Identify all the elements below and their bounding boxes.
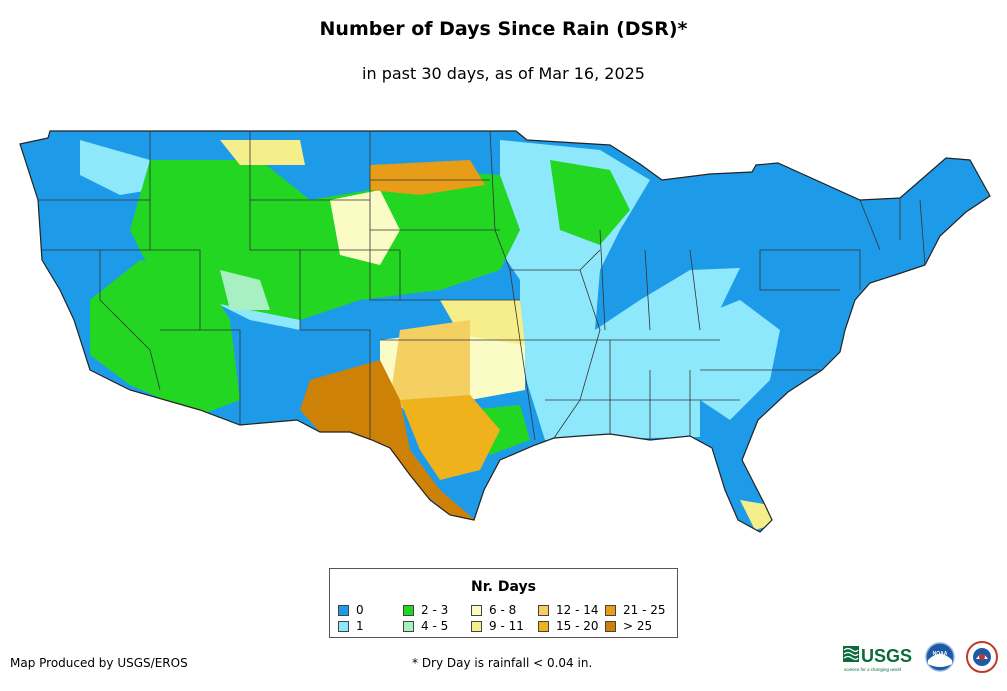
dsr-zone-9-11-days-montana [220, 140, 305, 165]
nws-logo [966, 641, 998, 673]
dsr-zone-over-25-days-texas [300, 360, 475, 520]
legend-swatch [471, 621, 482, 632]
svg-text:NOAA: NOAA [933, 651, 948, 657]
legend-swatch [338, 621, 349, 632]
legend-item-9-11: 9 - 11 [471, 619, 524, 633]
legend-swatch [605, 621, 616, 632]
legend-title: Nr. Days [471, 579, 536, 595]
legend-item-over-25: > 25 [605, 619, 652, 633]
legend-item-0: 0 [338, 603, 364, 617]
legend-swatch [403, 621, 414, 632]
dsr-zone-2-3-days-southwest [90, 260, 240, 415]
state-boundaries [38, 130, 926, 441]
dsr-zone-2-3-days-wisconsin [550, 160, 630, 245]
svg-text:science for a changing world: science for a changing world [844, 667, 902, 672]
legend-label: 6 - 8 [489, 603, 517, 617]
map-title: Number of Days Since Rain (DSR)* [319, 18, 688, 40]
legend-label: > 25 [623, 619, 653, 633]
legend-item-1: 1 [338, 619, 364, 633]
dsr-zone-15-20-days [400, 395, 500, 480]
legend-label: 21 - 25 [623, 603, 666, 617]
dsr-zone-4-5-days [220, 270, 270, 310]
agency-logos: USGS science for a changing world NOAA [843, 641, 998, 673]
legend-label: 9 - 11 [489, 619, 524, 633]
legend-swatch [538, 605, 549, 616]
map-subtitle: in past 30 days, as of Mar 16, 2025 [362, 64, 645, 83]
legend-item-15-20: 15 - 20 [538, 619, 599, 633]
dsr-zone-21-25-days-north-dakota [370, 160, 485, 195]
legend-item-4-5: 4 - 5 [403, 619, 448, 633]
legend-swatch [538, 621, 549, 632]
legend-swatch [338, 605, 349, 616]
legend-swatch [605, 605, 616, 616]
svg-text:USGS: USGS [861, 646, 912, 666]
legend: Nr. Days 0 1 2 - 3 4 - 5 6 - 8 9 - 11 12… [329, 568, 678, 638]
legend-item-12-14: 12 - 14 [538, 603, 599, 617]
dsr-zone-6-8-days-dakotas [330, 190, 400, 265]
usgs-logo: USGS science for a changing world [843, 646, 912, 672]
legend-label: 2 - 3 [421, 603, 449, 617]
legend-swatch [471, 605, 482, 616]
dsr-zone-9-11-days-florida [740, 500, 772, 530]
legend-label: 4 - 5 [421, 619, 449, 633]
legend-swatch [403, 605, 414, 616]
dsr-zone-12-14-days [390, 320, 470, 420]
legend-item-2-3: 2 - 3 [403, 603, 448, 617]
dry-day-footnote: * Dry Day is rainfall < 0.04 in. [412, 656, 593, 670]
dsr-zone-1-day-southeast [690, 300, 780, 420]
legend-label: 12 - 14 [556, 603, 599, 617]
legend-label: 15 - 20 [556, 619, 599, 633]
map-credit: Map Produced by USGS/EROS [10, 656, 188, 670]
noaa-logo: NOAA [925, 642, 955, 672]
legend-label: 0 [356, 603, 364, 617]
legend-item-21-25: 21 - 25 [605, 603, 666, 617]
legend-label: 1 [356, 619, 364, 633]
legend-item-6-8: 6 - 8 [471, 603, 516, 617]
us-outline [19, 130, 991, 533]
